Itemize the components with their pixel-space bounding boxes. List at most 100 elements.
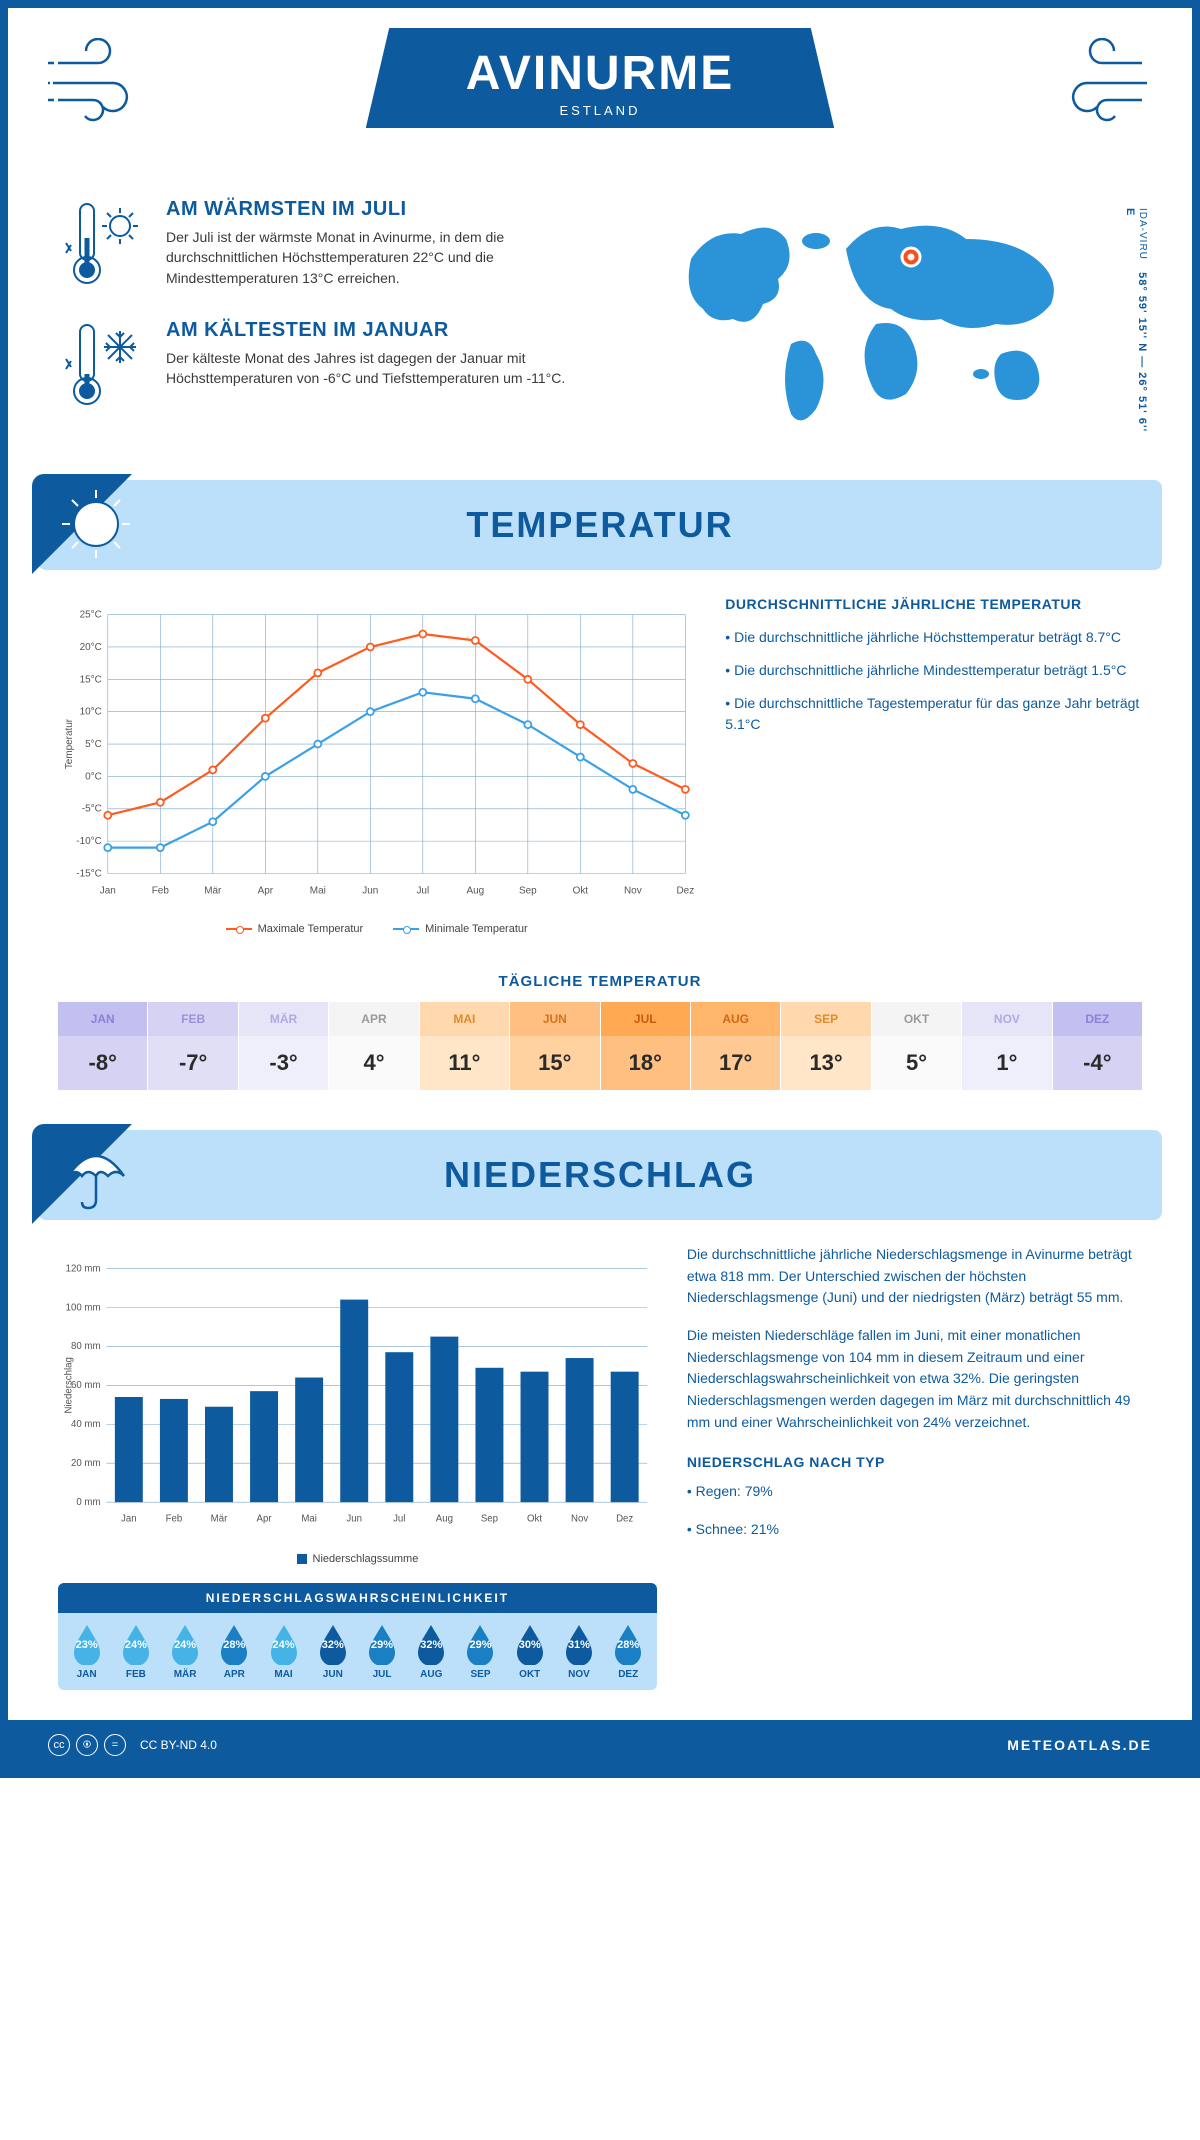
header: AVINURME ESTLAND xyxy=(8,8,1192,188)
svg-text:20 mm: 20 mm xyxy=(71,1458,100,1469)
svg-text:0 mm: 0 mm xyxy=(76,1497,100,1508)
raindrop-icon: 23% xyxy=(70,1623,104,1665)
svg-text:20°C: 20°C xyxy=(80,642,102,653)
by-icon: 🅯 xyxy=(76,1734,98,1756)
svg-text:0°C: 0°C xyxy=(85,771,102,782)
precip-text: Die durchschnittliche jährliche Niedersc… xyxy=(687,1244,1142,1690)
prob-cell: 28% APR xyxy=(210,1623,259,1680)
svg-text:40 mm: 40 mm xyxy=(71,1419,100,1430)
svg-text:Apr: Apr xyxy=(258,885,274,896)
precip-bar-chart: 0 mm20 mm40 mm60 mm80 mm100 mm120 mmJanF… xyxy=(58,1244,657,1565)
raindrop-icon: 31% xyxy=(562,1623,596,1665)
daily-cell: MÄR -3° xyxy=(239,1002,329,1090)
svg-text:Nov: Nov xyxy=(624,885,642,896)
svg-text:Mär: Mär xyxy=(211,1513,228,1524)
svg-text:-5°C: -5°C xyxy=(82,804,102,815)
svg-text:Aug: Aug xyxy=(466,885,484,896)
daily-cell: DEZ -4° xyxy=(1053,1002,1142,1090)
svg-text:Jan: Jan xyxy=(121,1513,137,1524)
svg-text:Nov: Nov xyxy=(571,1513,588,1524)
prob-cell: 32% AUG xyxy=(407,1623,456,1680)
svg-text:120 mm: 120 mm xyxy=(66,1263,101,1274)
svg-text:100 mm: 100 mm xyxy=(66,1302,101,1313)
svg-text:10°C: 10°C xyxy=(80,707,102,718)
daily-cell: JUN 15° xyxy=(510,1002,600,1090)
svg-text:Sep: Sep xyxy=(481,1513,498,1524)
svg-text:Temperatur: Temperatur xyxy=(64,718,75,769)
prob-cell: 30% OKT xyxy=(505,1623,554,1680)
prob-cell: 24% FEB xyxy=(111,1623,160,1680)
prob-cell: 29% SEP xyxy=(456,1623,505,1680)
svg-text:Aug: Aug xyxy=(436,1513,453,1524)
daily-temp-table: JAN -8° FEB -7° MÄR -3° APR 4° MAI 11° J… xyxy=(58,1002,1142,1090)
thermometer-cold-icon xyxy=(58,319,148,414)
daily-cell: JUL 18° xyxy=(601,1002,691,1090)
warmest-title: AM WÄRMSTEN IM JULI xyxy=(166,198,610,221)
raindrop-icon: 24% xyxy=(267,1623,301,1665)
raindrop-icon: 32% xyxy=(414,1623,448,1665)
raindrop-icon: 28% xyxy=(611,1623,645,1665)
coldest-text: Der kälteste Monat des Jahres ist dagege… xyxy=(166,348,610,389)
temperature-notes: DURCHSCHNITTLICHE JÄHRLICHE TEMPERATUR •… xyxy=(725,594,1142,935)
type-item: • Schnee: 21% xyxy=(687,1519,1142,1541)
svg-text:Dez: Dez xyxy=(616,1513,633,1524)
daily-cell: AUG 17° xyxy=(691,1002,781,1090)
svg-text:15°C: 15°C xyxy=(80,674,102,685)
thermometer-hot-icon xyxy=(58,198,148,293)
temperature-heading: TEMPERATUR xyxy=(466,504,733,546)
raindrop-icon: 29% xyxy=(463,1623,497,1665)
svg-text:Jun: Jun xyxy=(346,1513,362,1524)
raindrop-icon: 28% xyxy=(217,1623,251,1665)
type-item: • Regen: 79% xyxy=(687,1481,1142,1503)
prob-cell: 24% MAI xyxy=(259,1623,308,1680)
coldest-title: AM KÄLTESTEN IM JANUAR xyxy=(166,319,610,342)
warmest-text: Der Juli ist der wärmste Monat in Avinur… xyxy=(166,227,610,288)
svg-text:Mär: Mär xyxy=(204,885,222,896)
svg-text:Apr: Apr xyxy=(257,1513,273,1524)
title-banner: AVINURME ESTLAND xyxy=(366,28,834,128)
svg-text:Jul: Jul xyxy=(416,885,429,896)
prob-cell: 23% JAN xyxy=(62,1623,111,1680)
svg-text:Mai: Mai xyxy=(301,1513,317,1524)
temperature-line-chart: -15°C-10°C-5°C0°C5°C10°C15°C20°C25°CJanF… xyxy=(58,594,695,935)
license: cc 🅯 = CC BY-ND 4.0 xyxy=(48,1734,217,1756)
prob-cell: 32% JUN xyxy=(308,1623,357,1680)
world-map: IDA-VIRU 58° 59' 15'' N — 26° 51' 6'' E xyxy=(640,198,1142,440)
coldest-fact: AM KÄLTESTEN IM JANUAR Der kälteste Mona… xyxy=(58,319,610,414)
svg-text:25°C: 25°C xyxy=(80,610,102,621)
note-bullet: • Die durchschnittliche jährliche Höchst… xyxy=(725,627,1142,648)
intro-section: AM WÄRMSTEN IM JULI Der Juli ist der wär… xyxy=(8,188,1192,470)
coordinates: IDA-VIRU 58° 59' 15'' N — 26° 51' 6'' E xyxy=(1124,208,1148,440)
raindrop-icon: 32% xyxy=(316,1623,350,1665)
wind-icon xyxy=(48,38,158,133)
svg-text:Mai: Mai xyxy=(310,885,326,896)
raindrop-icon: 24% xyxy=(119,1623,153,1665)
wind-icon xyxy=(1042,38,1152,133)
svg-text:Feb: Feb xyxy=(152,885,170,896)
precip-heading: NIEDERSCHLAG xyxy=(444,1154,756,1196)
page-subtitle: ESTLAND xyxy=(466,103,734,118)
svg-text:Jun: Jun xyxy=(362,885,378,896)
svg-text:80 mm: 80 mm xyxy=(71,1341,100,1352)
daily-temp-title: TÄGLICHE TEMPERATUR xyxy=(8,973,1192,990)
daily-cell: FEB -7° xyxy=(148,1002,238,1090)
svg-text:Feb: Feb xyxy=(166,1513,183,1524)
prob-cell: 28% DEZ xyxy=(604,1623,653,1680)
daily-cell: MAI 11° xyxy=(420,1002,510,1090)
temperature-section-header: TEMPERATUR xyxy=(38,480,1162,570)
svg-text:Dez: Dez xyxy=(676,885,694,896)
raindrop-icon: 24% xyxy=(168,1623,202,1665)
daily-cell: NOV 1° xyxy=(962,1002,1052,1090)
legend-min: .legend-item:nth-child(2) .lg-line::befo… xyxy=(393,923,528,935)
svg-text:Jul: Jul xyxy=(393,1513,405,1524)
page-title: AVINURME xyxy=(466,46,734,101)
daily-cell: APR 4° xyxy=(329,1002,419,1090)
note-bullet: • Die durchschnittliche jährliche Mindes… xyxy=(725,660,1142,681)
svg-text:Okt: Okt xyxy=(573,885,589,896)
nd-icon: = xyxy=(104,1734,126,1756)
prob-cell: 24% MÄR xyxy=(160,1623,209,1680)
svg-text:5°C: 5°C xyxy=(85,739,102,750)
prob-cell: 29% JUL xyxy=(357,1623,406,1680)
daily-cell: JAN -8° xyxy=(58,1002,148,1090)
site-name: METEOATLAS.DE xyxy=(1007,1737,1152,1753)
